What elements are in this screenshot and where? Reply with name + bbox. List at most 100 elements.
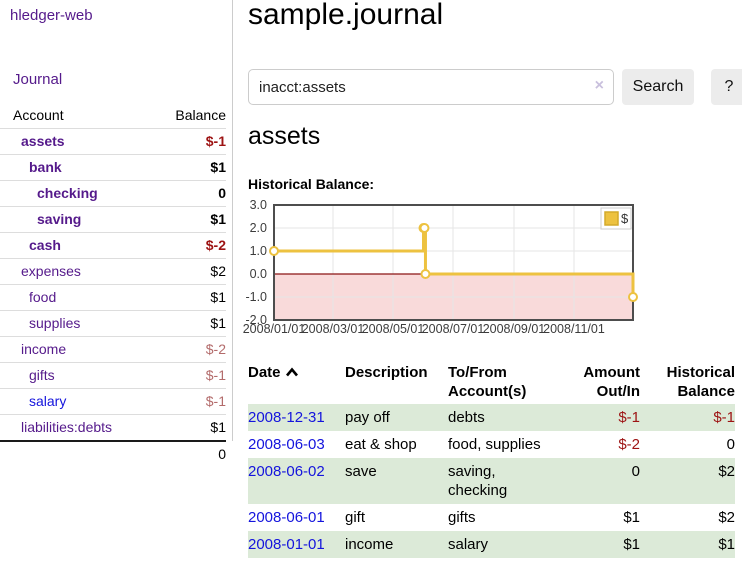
register-row: 2008-06-03 eat & shop food, supplies $-2 0: [248, 431, 735, 458]
account-link-bank[interactable]: bank: [29, 159, 62, 175]
account-balance: $1: [210, 419, 226, 435]
transaction-balance: 0: [726, 436, 735, 453]
svg-text:2008/07/01: 2008/07/01: [422, 322, 485, 336]
transaction-description: gift: [345, 509, 366, 526]
account-link-expenses[interactable]: expenses: [21, 263, 81, 279]
svg-text:2008/03/01: 2008/03/01: [302, 322, 365, 336]
account-balance: $-2: [205, 341, 226, 357]
transaction-amount: $1: [623, 509, 640, 526]
register-table: Date Description To/From Account(s) Amou…: [248, 360, 735, 558]
account-row: saving $1: [0, 206, 226, 233]
account-balance: $-1: [205, 393, 226, 409]
svg-text:2008/11/01: 2008/11/01: [543, 322, 605, 336]
register-header-description: Description: [345, 364, 428, 381]
sidebar-divider: [232, 0, 233, 441]
account-row: checking 0: [0, 180, 226, 207]
account-balance: $-1: [205, 367, 226, 383]
svg-text:$: $: [621, 211, 629, 226]
transaction-date-link[interactable]: 2008-12-31: [248, 409, 325, 426]
transaction-description: save: [345, 463, 377, 480]
account-link-food[interactable]: food: [29, 289, 57, 305]
accounts-header-account: Account: [13, 107, 64, 123]
account-link-checking[interactable]: checking: [37, 185, 98, 201]
sidebar-item-journal[interactable]: Journal: [13, 71, 63, 88]
account-row: bank $1: [0, 154, 226, 181]
transaction-description: eat & shop: [345, 436, 417, 453]
account-link-supplies[interactable]: supplies: [29, 315, 81, 331]
transaction-description: income: [345, 536, 394, 553]
register-header-balance: Historical Balance: [666, 364, 735, 400]
page-title: sample.journal: [248, 0, 444, 31]
account-link-cash[interactable]: cash: [29, 237, 61, 253]
svg-text:2.0: 2.0: [250, 221, 267, 235]
account-balance: $1: [210, 159, 226, 175]
svg-text:3.0: 3.0: [250, 200, 267, 212]
account-link-saving[interactable]: saving: [37, 211, 82, 227]
account-balance: 0: [218, 185, 226, 201]
account-row: gifts $-1: [0, 362, 226, 389]
transaction-accounts: salary: [448, 536, 489, 553]
account-row: liabilities:debts $1: [0, 414, 226, 442]
transaction-balance: $2: [718, 463, 735, 480]
transaction-accounts: saving, checking: [448, 463, 508, 499]
search-input[interactable]: [248, 69, 614, 105]
svg-text:0.0: 0.0: [250, 267, 267, 281]
transaction-balance: $-1: [713, 409, 735, 426]
transaction-amount: $-1: [618, 409, 640, 426]
svg-text:-1.0: -1.0: [245, 290, 267, 304]
historical-balance-chart: 3.0 2.0 1.0 0.0 -1.0 -2.02008/01/012008/03/01…: [243, 200, 638, 336]
account-link-salary[interactable]: salary: [29, 393, 67, 409]
account-balance: $-1: [205, 133, 226, 149]
transaction-amount: $1: [623, 536, 640, 553]
account-link-liabilities-debts[interactable]: liabilities:debts: [21, 419, 113, 435]
register-row: 2008-06-01 gift gifts $1 $2: [248, 504, 735, 531]
clear-search-icon[interactable]: ×: [594, 77, 604, 94]
register-header-accounts: To/From Account(s): [448, 364, 527, 400]
transaction-date-link[interactable]: 2008-06-01: [248, 509, 325, 526]
account-balance: $1: [210, 289, 226, 305]
register-row: 2008-12-31 pay off debts $-1 $-1: [248, 404, 735, 431]
help-button[interactable]: ?: [711, 69, 742, 105]
account-balance: $2: [210, 263, 226, 279]
sort-ascending-icon: [285, 364, 299, 383]
account-balance: $1: [210, 211, 226, 227]
account-balance: $-2: [205, 237, 226, 253]
register-header-row: Date Description To/From Account(s) Amou…: [248, 360, 735, 404]
app-title-link[interactable]: hledger-web: [10, 7, 93, 24]
transaction-amount: $-2: [618, 436, 640, 453]
register-header-date[interactable]: Date: [248, 360, 345, 404]
accounts-header-balance: Balance: [175, 107, 226, 123]
account-link-income[interactable]: income: [21, 341, 67, 357]
account-row: expenses $2: [0, 258, 226, 285]
search-button[interactable]: Search: [622, 69, 694, 105]
account-row: food $1: [0, 284, 226, 311]
account-row: supplies $1: [0, 310, 226, 337]
account-link-gifts[interactable]: gifts: [29, 367, 55, 383]
svg-text:-2.0: -2.0: [245, 313, 267, 327]
svg-text:2008/09/01: 2008/09/01: [483, 322, 546, 336]
account-balance: $1: [210, 315, 226, 331]
account-row: income $-2: [0, 336, 226, 363]
accounts-total-value: 0: [218, 446, 226, 462]
account-row: cash $-2: [0, 232, 226, 259]
transaction-description: pay off: [345, 409, 390, 426]
account-title: assets: [248, 122, 321, 150]
account-row: assets $-1: [0, 128, 226, 155]
register-row: 2008-01-01 income salary $1 $1: [248, 531, 735, 558]
account-link-assets[interactable]: assets: [21, 133, 65, 149]
transaction-date-link[interactable]: 2008-06-02: [248, 463, 325, 480]
transaction-amount: 0: [631, 463, 640, 480]
chart-label: Historical Balance:: [248, 176, 375, 192]
transaction-date-link[interactable]: 2008-01-01: [248, 536, 325, 553]
accounts-table: Account Balance assets $-1 bank $1 checking 0…: [0, 103, 226, 467]
transaction-accounts: debts: [448, 409, 485, 426]
transaction-balance: $1: [718, 536, 735, 553]
svg-text:2008/05/01: 2008/05/01: [362, 322, 425, 336]
transaction-balance: $2: [718, 509, 735, 526]
transaction-date-link[interactable]: 2008-06-03: [248, 436, 325, 453]
register-row: 2008-06-02 save saving, checking 0 $2: [248, 458, 735, 504]
svg-text:2008/01/01: 2008/01/01: [243, 322, 306, 336]
transaction-accounts: gifts: [448, 509, 476, 526]
svg-text:1.0: 1.0: [250, 244, 267, 258]
accounts-total-row: 0: [0, 441, 226, 467]
